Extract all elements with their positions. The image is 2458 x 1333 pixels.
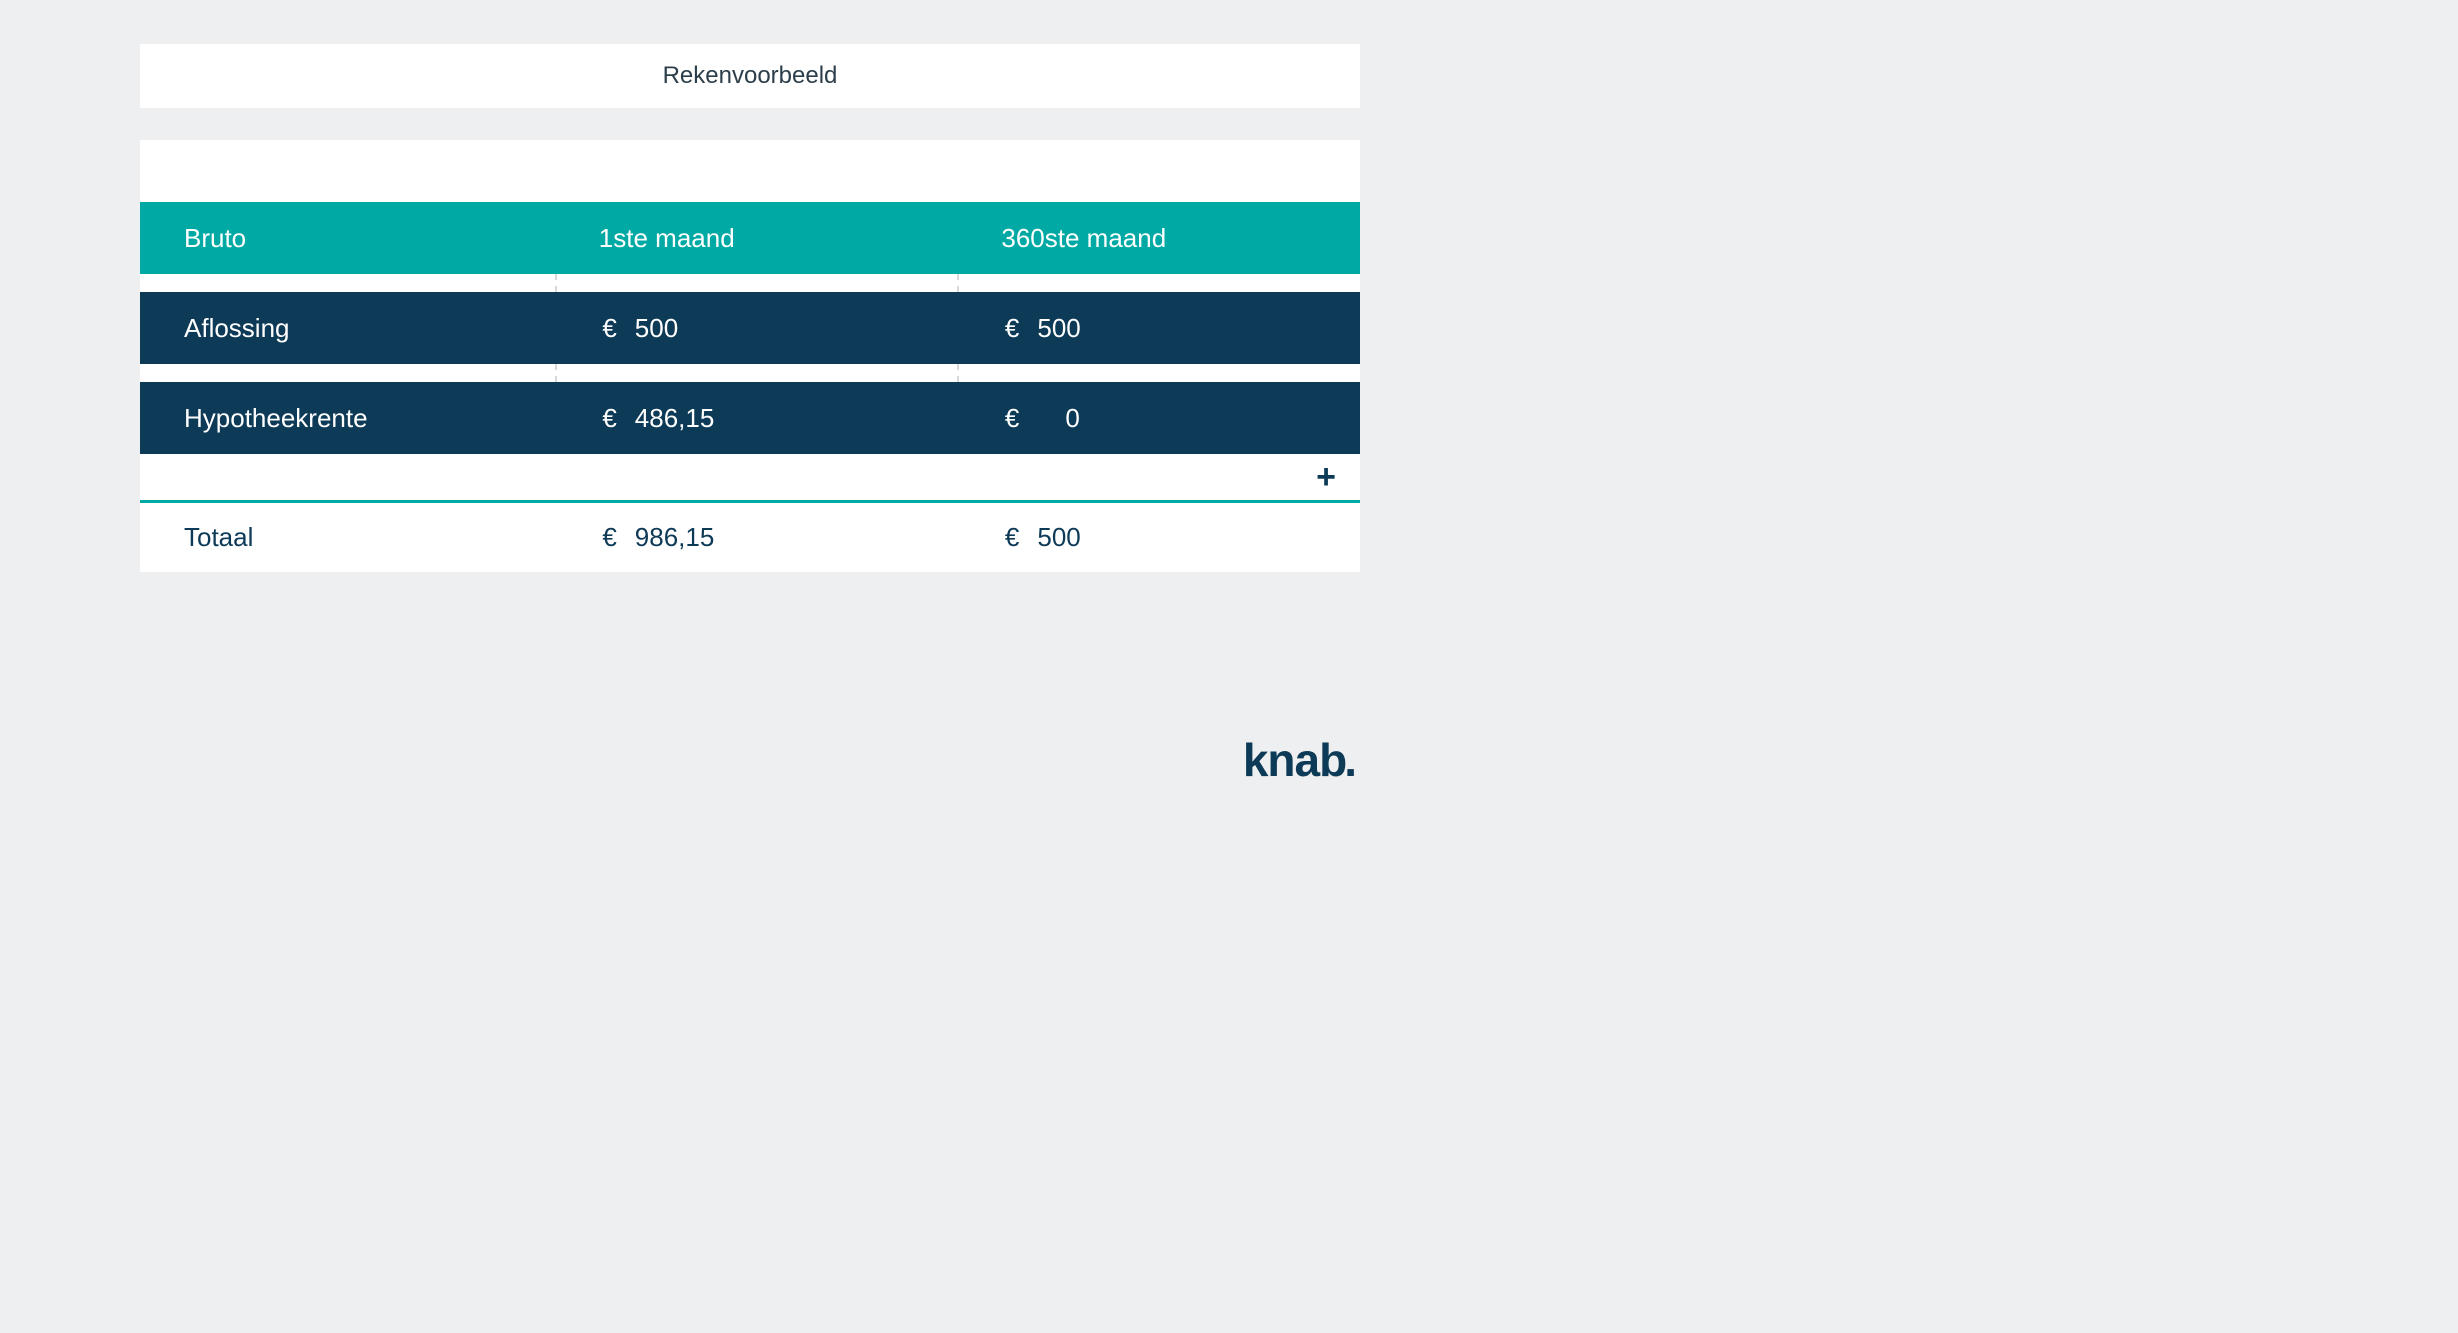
row-value: 486,15 <box>635 403 715 434</box>
currency-symbol: € <box>1001 522 1019 553</box>
table-row: Aflossing € 500 € 500 <box>140 292 1360 364</box>
total-month1: € 986,15 <box>555 522 958 553</box>
currency-symbol: € <box>599 522 617 553</box>
row-value: 0 <box>1037 403 1107 434</box>
row-value: 500 <box>1037 313 1107 344</box>
header-month1: 1ste maand <box>555 223 958 254</box>
row-month360: € 0 <box>957 403 1360 434</box>
currency-symbol: € <box>1001 403 1019 434</box>
operator-row: + <box>140 454 1360 500</box>
calculation-table: Bruto 1ste maand 360ste maand Aflossing … <box>140 202 1360 572</box>
row-label: Hypotheekrente <box>140 403 555 434</box>
row-gap <box>140 274 1360 292</box>
row-label: Aflossing <box>140 313 555 344</box>
table-total-row: Totaal € 986,15 € 500 <box>140 500 1360 572</box>
row-value: 500 <box>635 313 705 344</box>
currency-symbol: € <box>1001 313 1019 344</box>
brand-logo: knab <box>1243 733 1358 787</box>
total-month360: € 500 <box>957 522 1360 553</box>
row-month1: € 486,15 <box>555 403 958 434</box>
header-label: Bruto <box>140 223 555 254</box>
spacer <box>140 140 1360 202</box>
header-month360: 360ste maand <box>957 223 1360 254</box>
example-card: Rekenvoorbeeld Bruto 1ste maand 360ste m… <box>140 44 1360 572</box>
table-row: Hypotheekrente € 486,15 € 0 <box>140 382 1360 454</box>
currency-symbol: € <box>599 403 617 434</box>
card-title: Rekenvoorbeeld <box>140 44 1360 108</box>
row-month1: € 500 <box>555 313 958 344</box>
table-header-row: Bruto 1ste maand 360ste maand <box>140 202 1360 274</box>
total-label: Totaal <box>140 522 555 553</box>
row-gap <box>140 364 1360 382</box>
total-value: 500 <box>1037 522 1107 553</box>
currency-symbol: € <box>599 313 617 344</box>
row-month360: € 500 <box>957 313 1360 344</box>
total-value: 986,15 <box>635 522 715 553</box>
plus-icon: + <box>1316 458 1336 497</box>
